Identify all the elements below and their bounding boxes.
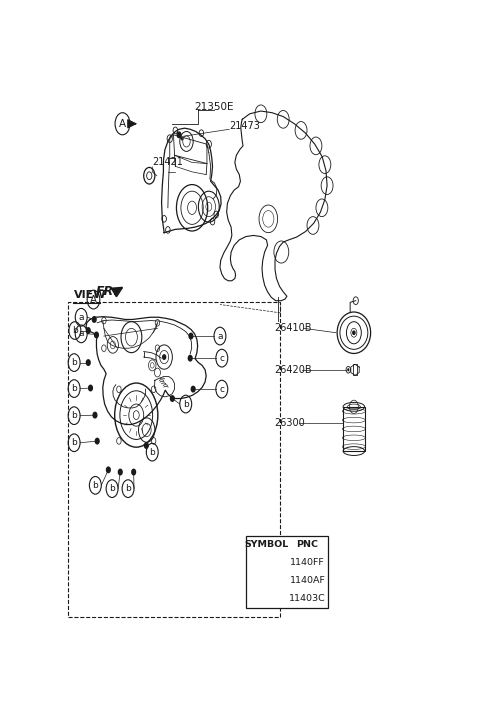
Bar (68, 302, 280, 617)
Text: b: b (109, 484, 115, 493)
Circle shape (86, 360, 90, 365)
Text: b: b (183, 399, 189, 409)
Text: 26300: 26300 (274, 419, 305, 429)
Circle shape (144, 443, 148, 448)
Circle shape (119, 470, 122, 475)
Text: SYMBOL: SYMBOL (244, 540, 288, 549)
Text: b: b (125, 484, 131, 493)
Text: FR.: FR. (96, 285, 119, 298)
Circle shape (86, 327, 90, 333)
Text: A: A (119, 118, 126, 129)
Text: 1140FF: 1140FF (290, 558, 325, 567)
Circle shape (170, 396, 174, 401)
Circle shape (95, 332, 98, 337)
Text: 26420B: 26420B (274, 365, 312, 375)
Bar (353, 364, 357, 376)
Circle shape (132, 470, 135, 475)
Text: b: b (93, 481, 98, 490)
Text: VIEW: VIEW (74, 289, 107, 299)
Text: a: a (264, 558, 269, 567)
Circle shape (177, 132, 181, 138)
Text: 21350E: 21350E (194, 102, 234, 111)
Circle shape (189, 333, 193, 339)
Text: c: c (219, 385, 224, 393)
Circle shape (192, 386, 195, 392)
Circle shape (188, 355, 192, 361)
Text: b: b (149, 447, 155, 457)
Circle shape (353, 331, 355, 335)
Circle shape (163, 355, 166, 359)
Circle shape (89, 386, 92, 391)
Bar (343, 407, 365, 451)
Text: PNC: PNC (296, 540, 318, 549)
Bar (246, 536, 328, 607)
Text: b: b (71, 438, 77, 447)
Text: 21421: 21421 (152, 157, 183, 167)
Circle shape (92, 317, 96, 322)
Text: c: c (219, 354, 224, 363)
Text: 11403C: 11403C (289, 594, 326, 603)
Text: a: a (78, 330, 84, 338)
Text: b: b (72, 326, 78, 335)
Text: A: A (90, 294, 97, 304)
Text: b: b (71, 411, 77, 420)
Text: b: b (264, 576, 269, 585)
Text: 26410B: 26410B (274, 323, 312, 333)
Circle shape (347, 368, 349, 371)
Text: a: a (78, 313, 84, 322)
Text: b: b (71, 358, 77, 367)
Circle shape (107, 467, 110, 472)
Text: c: c (264, 594, 269, 603)
Text: b: b (71, 384, 77, 393)
Circle shape (96, 438, 99, 444)
Text: a: a (217, 332, 223, 340)
Text: 21473: 21473 (229, 121, 260, 131)
Text: 1140AF: 1140AF (289, 576, 325, 585)
Circle shape (93, 412, 97, 418)
